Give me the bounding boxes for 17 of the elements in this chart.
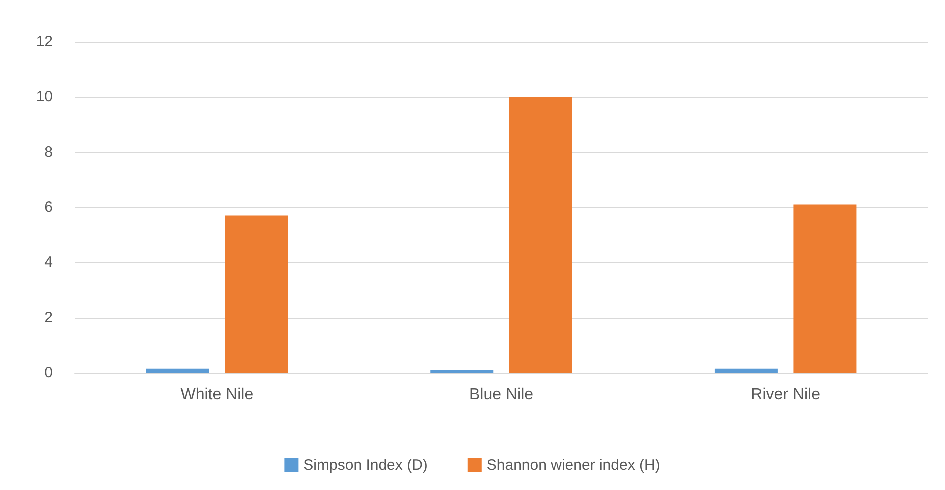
- y-tick-label: 10: [36, 88, 53, 106]
- bar: [146, 368, 210, 373]
- y-tick-label: 12: [36, 34, 53, 50]
- legend-label: Shannon wiener index (H): [486, 457, 660, 474]
- bar: [714, 368, 778, 373]
- bar: [794, 204, 857, 373]
- legend-label: Simpson Index (D): [304, 457, 428, 474]
- y-tick-label: 8: [44, 144, 53, 161]
- y-tick-label: 2: [44, 309, 53, 326]
- y-tick-label: 0: [44, 364, 53, 382]
- x-tick-label: White Nile: [180, 386, 254, 404]
- y-tick-label: 6: [44, 199, 53, 216]
- x-tick-label: River Nile: [751, 386, 821, 404]
- bar: [225, 216, 288, 373]
- bar: [509, 97, 572, 373]
- x-tick-label: Blue Nile: [469, 386, 534, 404]
- y-tick-label: 4: [44, 254, 53, 272]
